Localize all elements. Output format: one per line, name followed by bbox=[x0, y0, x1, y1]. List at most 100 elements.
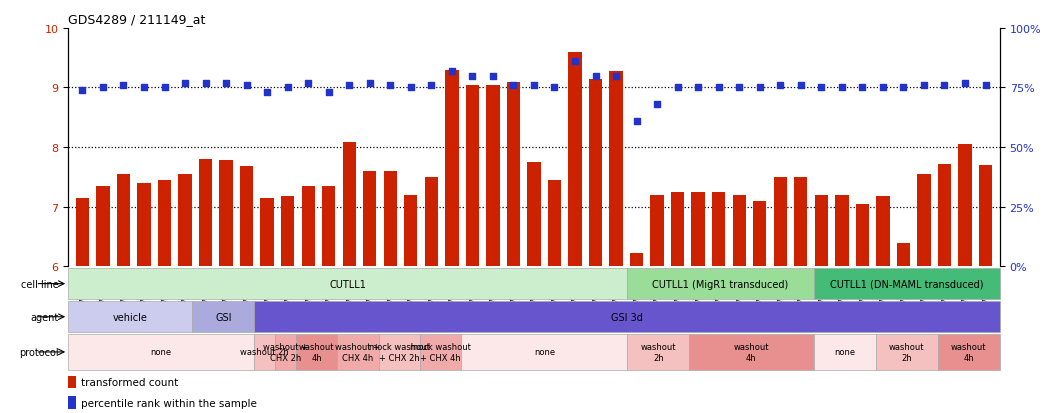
Text: mock washout
+ CHX 2h: mock washout + CHX 2h bbox=[369, 342, 430, 362]
FancyBboxPatch shape bbox=[193, 301, 254, 332]
Text: GSI 3d: GSI 3d bbox=[611, 312, 643, 322]
Text: vehicle: vehicle bbox=[113, 312, 148, 322]
Point bbox=[977, 83, 994, 89]
FancyBboxPatch shape bbox=[68, 335, 254, 370]
FancyBboxPatch shape bbox=[254, 335, 275, 370]
Point bbox=[115, 83, 132, 89]
FancyBboxPatch shape bbox=[627, 335, 689, 370]
Point bbox=[587, 73, 604, 80]
FancyBboxPatch shape bbox=[420, 335, 462, 370]
Point bbox=[94, 85, 111, 92]
Bar bbox=[774, 177, 787, 266]
Text: percentile rank within the sample: percentile rank within the sample bbox=[81, 398, 257, 408]
Text: GDS4289 / 211149_at: GDS4289 / 211149_at bbox=[68, 13, 205, 26]
Bar bbox=[486, 85, 499, 266]
Text: transformed count: transformed count bbox=[81, 377, 178, 387]
Point bbox=[444, 69, 461, 75]
FancyBboxPatch shape bbox=[68, 301, 193, 332]
Point bbox=[299, 80, 316, 87]
Bar bbox=[958, 145, 972, 266]
Bar bbox=[836, 195, 848, 266]
Point bbox=[874, 85, 891, 92]
Bar bbox=[753, 201, 766, 266]
Point bbox=[320, 90, 337, 96]
Text: washout
2h: washout 2h bbox=[889, 342, 925, 362]
Bar bbox=[979, 166, 993, 266]
FancyBboxPatch shape bbox=[875, 335, 938, 370]
Point bbox=[936, 83, 953, 89]
Point bbox=[505, 83, 521, 89]
Bar bbox=[588, 79, 602, 266]
Text: CUTLL1 (MigR1 transduced): CUTLL1 (MigR1 transduced) bbox=[652, 279, 788, 289]
Bar bbox=[938, 164, 951, 266]
Point bbox=[547, 85, 563, 92]
Text: washout +
CHX 2h: washout + CHX 2h bbox=[263, 342, 308, 362]
Bar bbox=[68, 396, 76, 409]
Point bbox=[136, 85, 153, 92]
FancyBboxPatch shape bbox=[379, 335, 420, 370]
Bar bbox=[630, 253, 643, 266]
Point bbox=[628, 118, 645, 125]
Bar bbox=[178, 174, 192, 266]
Point bbox=[382, 83, 399, 89]
Bar bbox=[322, 186, 335, 266]
Text: agent: agent bbox=[30, 312, 59, 322]
Bar bbox=[117, 174, 130, 266]
Bar bbox=[425, 177, 438, 266]
Bar bbox=[528, 162, 540, 266]
Point bbox=[177, 80, 194, 87]
Point bbox=[526, 83, 542, 89]
Bar bbox=[281, 196, 294, 266]
Bar bbox=[363, 171, 377, 266]
FancyBboxPatch shape bbox=[254, 301, 1000, 332]
Text: none: none bbox=[534, 348, 555, 356]
Point bbox=[607, 73, 624, 80]
Point bbox=[812, 85, 829, 92]
Bar bbox=[917, 174, 931, 266]
Point bbox=[156, 85, 173, 92]
Point bbox=[402, 85, 419, 92]
Bar bbox=[404, 195, 418, 266]
FancyBboxPatch shape bbox=[814, 268, 1000, 299]
Text: protocol: protocol bbox=[19, 347, 59, 357]
Point bbox=[239, 83, 255, 89]
Point bbox=[197, 80, 214, 87]
Text: mock washout
+ CHX 4h: mock washout + CHX 4h bbox=[410, 342, 471, 362]
Point bbox=[752, 85, 768, 92]
Bar bbox=[68, 376, 76, 388]
Bar bbox=[507, 82, 520, 266]
Bar bbox=[302, 186, 315, 266]
Bar bbox=[815, 195, 828, 266]
Bar bbox=[137, 183, 151, 266]
Point bbox=[669, 85, 686, 92]
Bar bbox=[158, 180, 172, 266]
FancyBboxPatch shape bbox=[462, 335, 627, 370]
Text: washout
4h: washout 4h bbox=[951, 342, 986, 362]
Bar bbox=[691, 192, 705, 266]
Point bbox=[854, 85, 871, 92]
Text: CUTLL1 (DN-MAML transduced): CUTLL1 (DN-MAML transduced) bbox=[830, 279, 983, 289]
Bar bbox=[383, 171, 397, 266]
Bar bbox=[342, 143, 356, 266]
Point bbox=[361, 80, 378, 87]
Bar bbox=[671, 192, 685, 266]
Bar bbox=[794, 177, 807, 266]
Point bbox=[423, 83, 440, 89]
Bar bbox=[896, 244, 910, 266]
Bar bbox=[733, 195, 745, 266]
Bar bbox=[548, 180, 561, 266]
Bar bbox=[876, 196, 890, 266]
Point bbox=[690, 85, 707, 92]
FancyBboxPatch shape bbox=[68, 268, 627, 299]
Bar bbox=[199, 159, 213, 266]
Point bbox=[833, 85, 850, 92]
FancyBboxPatch shape bbox=[275, 335, 296, 370]
Point bbox=[915, 83, 932, 89]
Text: none: none bbox=[151, 348, 172, 356]
Text: CUTLL1: CUTLL1 bbox=[329, 279, 366, 289]
Bar bbox=[261, 198, 274, 266]
Point bbox=[957, 80, 974, 87]
Point bbox=[649, 102, 666, 108]
Text: washout +
CHX 4h: washout + CHX 4h bbox=[335, 342, 380, 362]
Point bbox=[280, 85, 296, 92]
